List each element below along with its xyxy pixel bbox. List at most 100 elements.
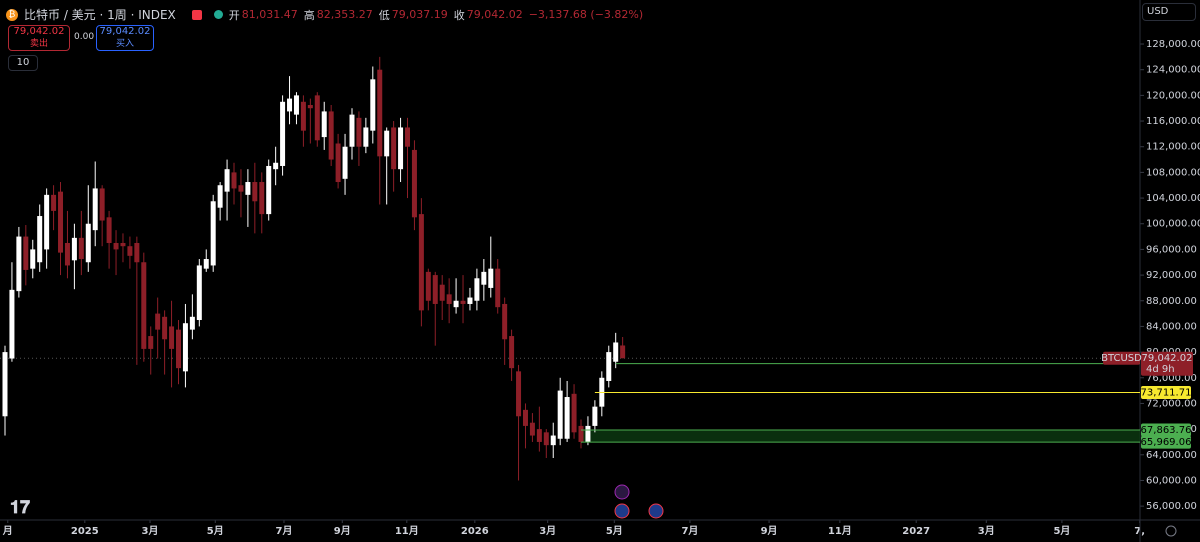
candle-body (557, 390, 563, 439)
high-label: 高 (303, 8, 315, 22)
candle-body (189, 316, 195, 330)
candle-body (141, 262, 147, 349)
x-tick-label: 11月 (828, 525, 852, 537)
x-tick-label: 7月 (681, 525, 698, 537)
header: ₿ 比特币 / 美元 · 1周 · INDEX 开 81,031.47 高 82,3… (6, 6, 643, 23)
candle-body (155, 313, 161, 330)
candle-body (182, 323, 188, 372)
candle-body (543, 432, 549, 446)
candle-body (481, 271, 487, 285)
countdown: 4d 9h (1146, 364, 1175, 375)
candle-body (224, 169, 230, 192)
sell-price: 79,042.02 (13, 26, 65, 37)
level-zone (580, 429, 1140, 443)
candle-body (606, 352, 612, 381)
candle-body (460, 300, 466, 304)
candle-body (585, 425, 591, 442)
currency: USD (1147, 6, 1169, 17)
y-tick-label: 88,000.00 (1146, 296, 1197, 307)
candle-body (536, 429, 542, 442)
x-tick-label: 9月 (334, 525, 351, 537)
candle-body (418, 214, 424, 311)
candle-body (384, 130, 390, 157)
candle-body (9, 289, 15, 359)
x-tick-label: 3月 (142, 525, 159, 537)
candle-body (196, 265, 202, 321)
candle-body (342, 146, 348, 179)
candle-body (71, 237, 77, 261)
currency-select[interactable]: USD (1142, 3, 1196, 21)
candle-body (314, 95, 320, 141)
candle-body (273, 162, 279, 170)
event-icon (614, 484, 630, 500)
level-label-bg (1141, 435, 1191, 449)
symbol[interactable]: 比特币 / 美元 · 1周 · INDEX (24, 8, 176, 22)
candle-body (231, 172, 237, 189)
y-tick-label: 84,000.00 (1146, 321, 1197, 332)
candle-body (2, 352, 8, 417)
candle-body (113, 242, 119, 250)
candle-body (16, 236, 22, 292)
low-label: 低 (378, 8, 390, 22)
candle-body (439, 284, 445, 301)
candle-body (23, 236, 29, 270)
indicator-toggle[interactable]: 10 (8, 55, 38, 71)
settings-icon (1165, 525, 1177, 537)
candle-body (620, 345, 626, 359)
candle-body (293, 95, 299, 115)
event-flag (614, 503, 630, 519)
x-tick-label: 3月 (539, 525, 556, 537)
candle-body (425, 271, 431, 301)
x-tick-label: 2027 (902, 526, 930, 537)
x-tick-label: 5月 (1053, 525, 1070, 537)
candle-body (550, 435, 556, 446)
candle-body (571, 393, 577, 433)
x-tick-label: 2026 (461, 526, 489, 537)
candle-body (432, 275, 438, 304)
level-label: 65,969.06 (1141, 437, 1192, 448)
x-tick-label: 11月 (395, 525, 419, 537)
x-tick-label: 2025 (71, 526, 99, 537)
candle-body (37, 216, 43, 263)
candle-body (30, 249, 36, 269)
candle-body (203, 259, 209, 269)
spread: 0.00 (74, 32, 95, 42)
y-tick-label: 96,000.00 (1146, 244, 1197, 255)
open-value: 81,031.47 (241, 8, 298, 21)
candle-body (356, 117, 362, 147)
high-value: 82,353.27 (316, 8, 373, 21)
flag-icon[interactable] (191, 9, 202, 20)
last-price-bg (1141, 351, 1193, 376)
candle-body (509, 336, 515, 369)
candle-body (280, 101, 286, 166)
y-tick-label: 92,000.00 (1146, 270, 1197, 281)
buy-button[interactable]: 79,042.02 买入 (96, 25, 154, 51)
candle-body (266, 165, 272, 215)
x-tick-label: 3月 (978, 525, 995, 537)
candle-body (78, 237, 84, 260)
buy-price: 79,042.02 (99, 26, 151, 37)
y-tick-label: 76,000.00 (1146, 373, 1197, 384)
indicator-value: 10 (16, 57, 30, 68)
candle-body (287, 98, 293, 112)
y-tick-label: 108,000.00 (1146, 167, 1200, 178)
candle-body (148, 336, 154, 349)
last-price-label: 79,042.02 (1142, 353, 1193, 364)
candle-body (529, 422, 535, 436)
candle-body (99, 188, 105, 221)
y-tick-label: 112,000.00 (1146, 142, 1200, 153)
sell-label: 卖出 (29, 39, 48, 49)
open-label: 开 (228, 8, 240, 22)
coin-icon: ₿ (6, 8, 18, 21)
candle-body (495, 268, 501, 308)
candle-body (169, 326, 175, 349)
close-label: 收 (453, 8, 465, 22)
candle-body (328, 111, 334, 160)
sell-button[interactable]: 79,042.02 卖出 (8, 25, 70, 51)
symbol-tag-bg (1103, 351, 1140, 365)
y-tick-label: 72,000.00 (1146, 398, 1197, 409)
candle-body (217, 185, 223, 208)
candle-body (522, 409, 528, 426)
candle-body (446, 294, 452, 304)
y-tick-label: 60,000.00 (1146, 475, 1197, 486)
